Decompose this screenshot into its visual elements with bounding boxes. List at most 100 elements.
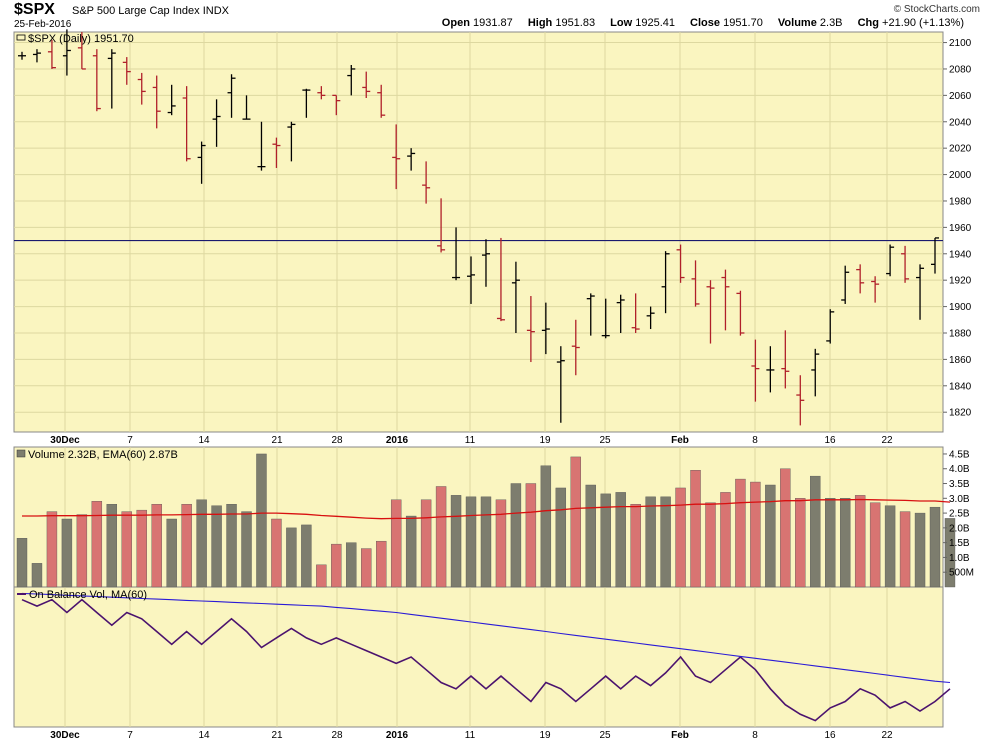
volume-bar [600,493,611,588]
ohlc-bar [302,88,311,118]
price-legend-swatch [16,34,26,41]
volume-bar [825,498,836,588]
ohlc-bar [92,49,101,112]
volume-bar [645,496,656,588]
ohlc-bar [377,84,386,118]
ohlc-bar [856,264,865,294]
ohlc-bar [182,86,191,162]
x-tick-label: 2016 [386,435,409,446]
ohlc-bar [871,276,880,303]
ohlc-bar [257,121,266,171]
volume-bar [810,475,821,588]
volume-bar [765,484,776,588]
x-tick-label: 21 [271,730,283,741]
ohlc-bar [152,75,161,129]
volume-bar [914,512,926,588]
volume-y-tick-label: 2.5B [949,509,970,520]
ohlc-bar [526,296,535,363]
ohlc-bar [107,49,116,109]
volume-bar [884,505,896,588]
price-y-tick-label: 2040 [949,117,972,128]
volume-bar [241,511,252,588]
volume-bar [31,563,43,588]
ohlc-bar [362,71,371,99]
volume-bar [301,524,312,588]
volume-bar [271,518,282,588]
volume-bar [256,453,267,588]
volume-bar [166,518,177,588]
x-tick-label: 11 [465,730,476,741]
volume-bar [854,495,866,588]
volume-y-tick-label: 4.5B [949,449,970,460]
obv-panel [13,586,944,728]
obv-line [21,598,951,722]
volume-bar [465,496,477,588]
volume-bar [705,502,716,588]
volume-bar [181,504,192,588]
volume-bar [540,465,552,588]
ohlc-bar [916,264,925,320]
ohlc-bar [227,74,236,118]
volume-bar [76,514,88,588]
volume-bar [450,495,462,588]
ohlc-bar [242,95,251,120]
ohlc-bar [541,302,550,355]
ohlc-bar [736,290,745,336]
ohlc-bar [796,375,805,426]
ohlc-bar [422,161,431,204]
volume-bar [660,496,671,588]
x-tick-label: 28 [331,730,343,741]
price-y-tick-label: 1880 [949,328,972,339]
volume-bar [286,527,297,588]
ohlc-bar [32,49,41,63]
ohlc-bar [556,346,565,423]
x-tick-label: 8 [752,435,758,446]
x-tick-label: 22 [881,435,893,446]
price-y-tick-label: 2060 [949,91,972,102]
volume-bar [750,481,761,588]
ohlc-bar [496,237,505,322]
ohlc-bar [287,121,296,162]
price-y-tick-label: 1940 [949,249,972,260]
price-y-tick-label: 1820 [949,408,972,419]
ohlc-bar [452,227,461,281]
ohlc-bar [18,51,26,60]
volume-bar [331,543,342,588]
x-tick-label: 14 [198,730,210,741]
ohlc-bar [197,141,206,184]
ohlc-bar [571,319,580,376]
volume-bar [780,468,791,588]
volume-bar [570,456,581,588]
volume-bar [420,499,432,588]
ohlc-bar [212,99,221,147]
ohlc-bar [392,124,401,190]
volume-y-tick-label: 500M [949,568,974,579]
ohlc-bar [841,265,850,304]
price-y-tick-label: 2020 [949,144,972,155]
volume-bar [735,478,746,588]
ohlc-bar [467,256,476,304]
volume-y-tick-label: 4.0B [949,464,970,475]
ohlc-bar [706,280,715,344]
x-tick-label: 25 [599,730,611,741]
ohlc-bar [332,94,341,116]
x-tick-label: 7 [127,730,133,741]
volume-bar [585,484,596,588]
volume-bar [91,501,103,588]
volume-bar [690,470,701,588]
volume-bar [361,548,372,588]
x-tick-label: 16 [824,435,836,446]
volume-bar [899,511,911,588]
volume-bar [61,518,73,588]
obv-ma-line [21,592,951,684]
ohlc-bar [661,251,670,314]
volume-bar [46,511,58,588]
volume-ema-line [22,498,951,520]
ohlc-bar [826,309,835,344]
ohlc-bar [901,245,910,283]
volume-bar [944,518,956,588]
ohlc-bar [721,269,730,331]
volume-bar [16,538,28,588]
volume-bar [525,483,537,588]
